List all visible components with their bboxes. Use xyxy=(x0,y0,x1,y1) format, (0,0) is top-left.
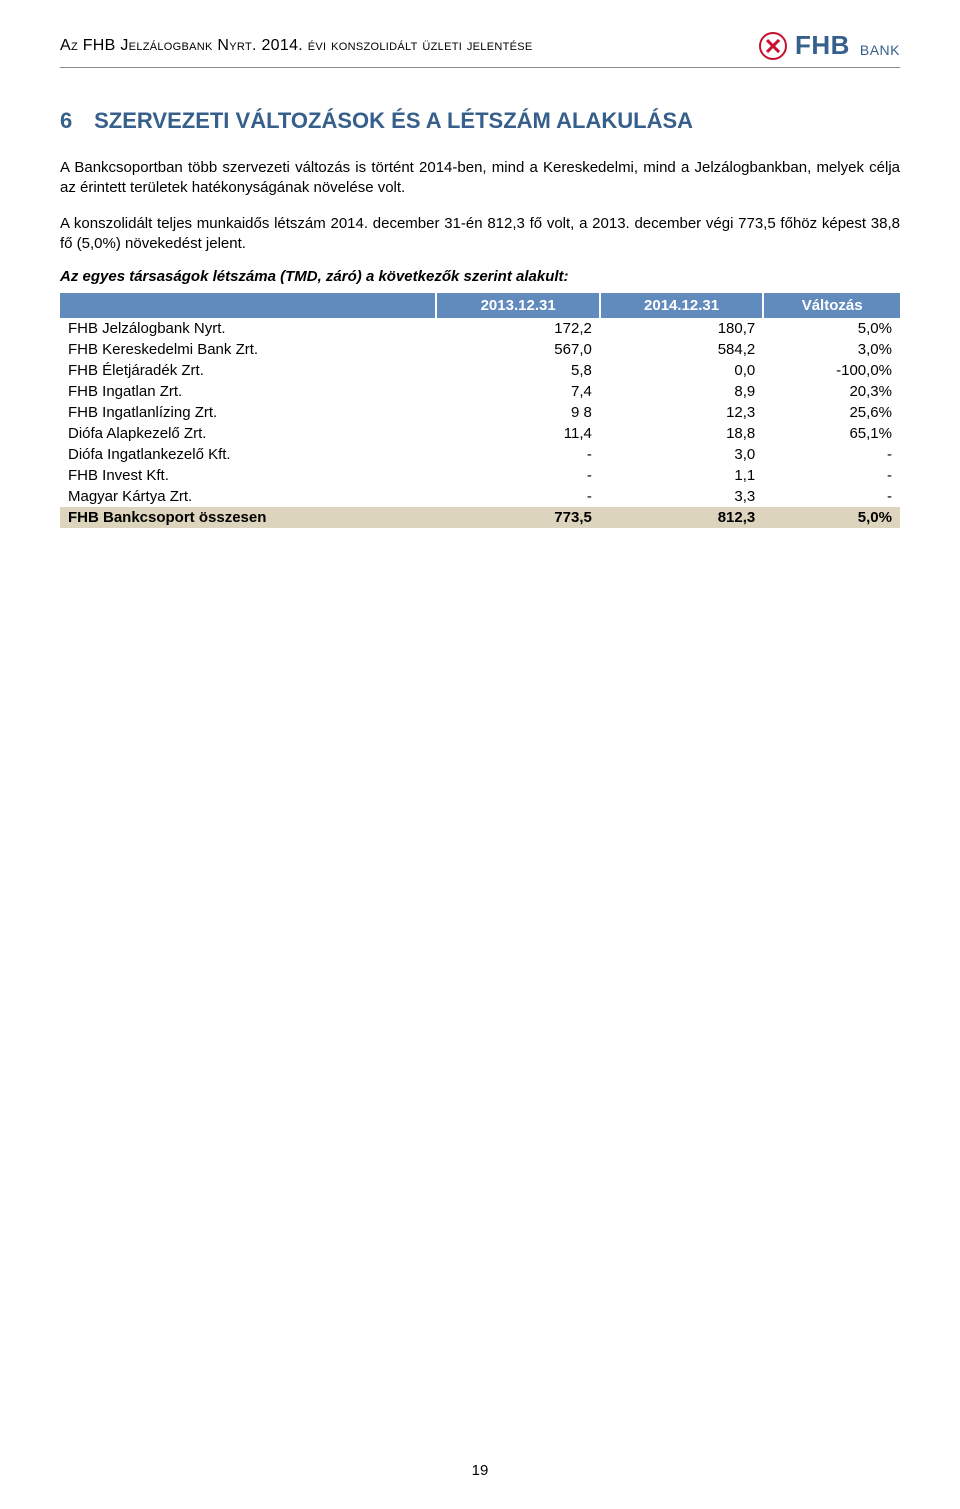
cell-value: 1,1 xyxy=(600,465,763,486)
cell-label: FHB Invest Kft. xyxy=(60,465,436,486)
table-row: FHB Jelzálogbank Nyrt. 172,2 180,7 5,0% xyxy=(60,318,900,339)
col-blank xyxy=(60,293,436,318)
cell-value: - xyxy=(763,465,900,486)
cell-value: 172,2 xyxy=(436,318,599,339)
header: Az FHB Jelzálogbank Nyrt. 2014. évi kons… xyxy=(60,30,900,68)
cell-value: 5,0% xyxy=(763,318,900,339)
cell-label: Magyar Kártya Zrt. xyxy=(60,486,436,507)
section-heading: 6 SZERVEZETI VÁLTOZÁSOK ÉS A LÉTSZÁM ALA… xyxy=(60,108,900,134)
logo-subtext: BANK xyxy=(860,42,900,58)
table-header-row: 2013.12.31 2014.12.31 Változás xyxy=(60,293,900,318)
cell-label: Diófa Alapkezelő Zrt. xyxy=(60,423,436,444)
paragraph-1: A Bankcsoportban több szervezeti változá… xyxy=(60,158,900,199)
cell-value: 25,6% xyxy=(763,402,900,423)
paragraph-2: A konszolidált teljes munkaidős létszám … xyxy=(60,214,900,255)
cell-value: - xyxy=(436,486,599,507)
cell-value: - xyxy=(763,486,900,507)
brand-logo: FHB BANK xyxy=(759,30,900,61)
cell-label: FHB Életjáradék Zrt. xyxy=(60,360,436,381)
cell-value: 11,4 xyxy=(436,423,599,444)
page-container: Az FHB Jelzálogbank Nyrt. 2014. évi kons… xyxy=(0,0,960,1509)
table-row: FHB Invest Kft. - 1,1 - xyxy=(60,465,900,486)
cell-label: FHB Kereskedelmi Bank Zrt. xyxy=(60,339,436,360)
page-number: 19 xyxy=(472,1462,489,1479)
table-row: FHB Ingatlan Zrt. 7,4 8,9 20,3% xyxy=(60,381,900,402)
cell-value: -100,0% xyxy=(763,360,900,381)
cell-value: 773,5 xyxy=(436,507,599,528)
table-row: FHB Kereskedelmi Bank Zrt. 567,0 584,2 3… xyxy=(60,339,900,360)
cell-value: 18,8 xyxy=(600,423,763,444)
table-total-row: FHB Bankcsoport összesen 773,5 812,3 5,0… xyxy=(60,507,900,528)
cell-value: 584,2 xyxy=(600,339,763,360)
logo-text: FHB xyxy=(795,30,850,61)
cell-value: 7,4 xyxy=(436,381,599,402)
cell-value: 0,0 xyxy=(600,360,763,381)
cell-value: 65,1% xyxy=(763,423,900,444)
table-row: Diófa Alapkezelő Zrt. 11,4 18,8 65,1% xyxy=(60,423,900,444)
doc-title: Az FHB Jelzálogbank Nyrt. 2014. évi kons… xyxy=(60,37,533,55)
cell-value: 3,0 xyxy=(600,444,763,465)
table-row: FHB Életjáradék Zrt. 5,8 0,0 -100,0% xyxy=(60,360,900,381)
cell-value: 3,3 xyxy=(600,486,763,507)
cell-value: 3,0% xyxy=(763,339,900,360)
cell-value: 180,7 xyxy=(600,318,763,339)
cell-value: 812,3 xyxy=(600,507,763,528)
section-number: 6 xyxy=(60,108,88,134)
table-row: Magyar Kártya Zrt. - 3,3 - xyxy=(60,486,900,507)
table-body: FHB Jelzálogbank Nyrt. 172,2 180,7 5,0% … xyxy=(60,318,900,528)
cell-label: Diófa Ingatlankezelő Kft. xyxy=(60,444,436,465)
table-row: Diófa Ingatlankezelő Kft. - 3,0 - xyxy=(60,444,900,465)
cell-value: - xyxy=(763,444,900,465)
table-subheading: Az egyes társaságok létszáma (TMD, záró)… xyxy=(60,268,900,285)
logo-icon xyxy=(759,32,787,60)
col-2013: 2013.12.31 xyxy=(436,293,599,318)
cell-value: 5,8 xyxy=(436,360,599,381)
cell-value: 567,0 xyxy=(436,339,599,360)
cell-label: FHB Bankcsoport összesen xyxy=(60,507,436,528)
section-title: SZERVEZETI VÁLTOZÁSOK ÉS A LÉTSZÁM ALAKU… xyxy=(94,108,693,133)
cell-value: 5,0% xyxy=(763,507,900,528)
cell-label: FHB Ingatlanlízing Zrt. xyxy=(60,402,436,423)
cell-value: 20,3% xyxy=(763,381,900,402)
table-row: FHB Ingatlanlízing Zrt. 9 8 12,3 25,6% xyxy=(60,402,900,423)
headcount-table: 2013.12.31 2014.12.31 Változás FHB Jelzá… xyxy=(60,293,900,528)
cell-label: FHB Ingatlan Zrt. xyxy=(60,381,436,402)
cell-value: - xyxy=(436,465,599,486)
cell-value: 8,9 xyxy=(600,381,763,402)
cell-value: 12,3 xyxy=(600,402,763,423)
cell-value: 9 8 xyxy=(436,402,599,423)
cell-value: - xyxy=(436,444,599,465)
cell-label: FHB Jelzálogbank Nyrt. xyxy=(60,318,436,339)
col-2014: 2014.12.31 xyxy=(600,293,763,318)
col-change: Változás xyxy=(763,293,900,318)
